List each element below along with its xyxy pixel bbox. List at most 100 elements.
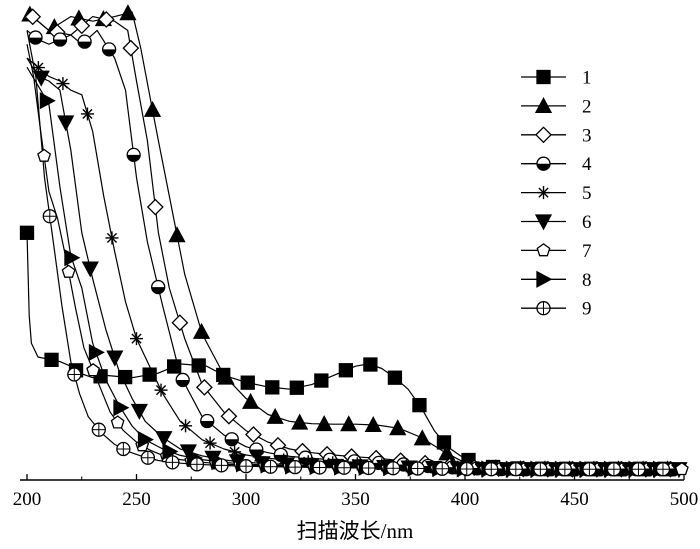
data-point-s2-5 — [143, 100, 162, 117]
legend-item-5: 5 — [521, 183, 592, 204]
data-point-s6-5 — [155, 431, 173, 448]
data-point-s1-15 — [387, 370, 403, 385]
data-point-s2-4 — [119, 4, 137, 21]
x-tick-label-200: 200 — [13, 489, 42, 510]
data-point-s7-2 — [86, 362, 101, 377]
data-point-s1-17 — [436, 435, 452, 450]
data-point-s9-2 — [91, 422, 106, 437]
data-point-s9-21 — [557, 462, 573, 477]
data-point-s8-3 — [113, 399, 130, 417]
legend-label-8: 8 — [582, 270, 592, 291]
data-point-s2-7 — [192, 322, 211, 339]
data-point-s9-13 — [361, 460, 376, 476]
data-point-s2-8 — [217, 368, 235, 385]
data-point-s7-0 — [37, 148, 52, 162]
data-point-s9-10 — [287, 460, 303, 475]
data-point-s4-7 — [200, 413, 215, 429]
data-point-s1-11 — [289, 380, 304, 395]
data-point-s3-8 — [220, 407, 238, 425]
data-point-s4-2 — [77, 34, 92, 49]
data-point-s9-24 — [631, 462, 646, 477]
data-point-s1-12 — [314, 373, 329, 388]
legend-marker-5 — [537, 186, 550, 200]
data-point-s2-6 — [168, 226, 186, 243]
data-point-s9-20 — [533, 462, 548, 477]
data-point-s6-4 — [130, 403, 148, 420]
x-tick-label-450: 450 — [560, 489, 589, 510]
legend-item-7: 7 — [521, 241, 592, 262]
data-point-s1-4 — [117, 369, 133, 385]
data-point-s4-1 — [52, 32, 68, 47]
data-point-s2-9 — [242, 392, 260, 409]
x-axis: 200 250 300 350 400 450 500 — [13, 474, 699, 510]
data-point-s9-16 — [435, 461, 450, 476]
data-point-s5-2 — [80, 107, 94, 121]
data-point-s3-3 — [97, 11, 115, 28]
legend-item-3: 3 — [521, 125, 592, 146]
data-point-s6-2 — [81, 261, 99, 278]
data-point-s3-2 — [73, 17, 91, 35]
legend-label-2: 2 — [582, 96, 592, 117]
data-point-s9-9 — [263, 459, 278, 474]
data-point-s1-5 — [142, 367, 157, 382]
data-point-s3-4 — [122, 39, 140, 57]
data-point-s1-0 — [19, 225, 35, 240]
data-point-s3-9 — [245, 426, 262, 443]
data-point-s2-10 — [266, 407, 284, 424]
data-point-s5-5 — [154, 383, 168, 397]
data-point-s2-11 — [291, 413, 309, 430]
x-tick-label-300: 300 — [232, 489, 261, 510]
data-point-s9-5 — [165, 455, 180, 470]
data-point-s8-4 — [137, 430, 154, 449]
data-point-s6-1 — [57, 115, 75, 132]
legend-item-1: 1 — [521, 68, 592, 89]
data-point-s9-7 — [214, 458, 229, 473]
data-point-s2-14 — [364, 416, 382, 433]
data-point-s2-15 — [389, 419, 407, 436]
legend-marker-2 — [534, 97, 553, 114]
legend-label-6: 6 — [582, 212, 592, 233]
x-tick-label-350: 350 — [341, 489, 370, 510]
data-point-s2-17 — [438, 444, 456, 461]
data-point-s1-10 — [265, 380, 280, 395]
x-tick-label-500: 500 — [670, 489, 699, 510]
legend-label-4: 4 — [582, 154, 592, 175]
legend-marker-3 — [535, 126, 552, 144]
data-point-s1-1 — [44, 352, 59, 368]
data-point-s4-5 — [151, 279, 166, 295]
legend-label-5: 5 — [582, 183, 592, 204]
data-point-s9-23 — [606, 462, 622, 477]
legend-item-6: 6 — [521, 212, 592, 233]
data-point-s9-12 — [336, 460, 352, 475]
data-point-s3-5 — [146, 198, 164, 216]
data-point-s1-6 — [167, 359, 182, 374]
data-point-s9-6 — [189, 457, 205, 472]
data-point-s2-12 — [315, 415, 333, 432]
data-point-s9-15 — [410, 461, 425, 476]
data-point-s1-13 — [338, 363, 354, 378]
data-point-s5-1 — [56, 77, 70, 91]
data-point-s1-16 — [412, 397, 427, 413]
legend-item-8: 8 — [521, 270, 592, 291]
data-point-s6-3 — [106, 350, 124, 367]
data-point-s3-7 — [195, 378, 213, 396]
data-point-s6-0 — [32, 70, 50, 87]
legend-label-1: 1 — [582, 68, 592, 89]
data-point-s9-11 — [312, 460, 327, 475]
data-point-s7-3 — [110, 415, 125, 429]
data-point-s5-3 — [105, 231, 119, 245]
data-point-s3-0 — [24, 8, 42, 26]
data-point-s9-17 — [459, 461, 474, 477]
legend-marker-9 — [536, 301, 551, 316]
legend-item-9: 9 — [521, 299, 592, 320]
data-point-s4-6 — [175, 372, 190, 388]
data-point-s2-16 — [413, 429, 431, 446]
data-point-s9-8 — [238, 459, 254, 474]
legend-label-9: 9 — [582, 299, 592, 320]
data-point-s4-0 — [28, 30, 43, 45]
data-point-s1-9 — [240, 375, 255, 390]
data-point-s8-5 — [162, 442, 179, 461]
legend-marker-6 — [534, 214, 553, 231]
data-point-s4-3 — [101, 42, 117, 57]
